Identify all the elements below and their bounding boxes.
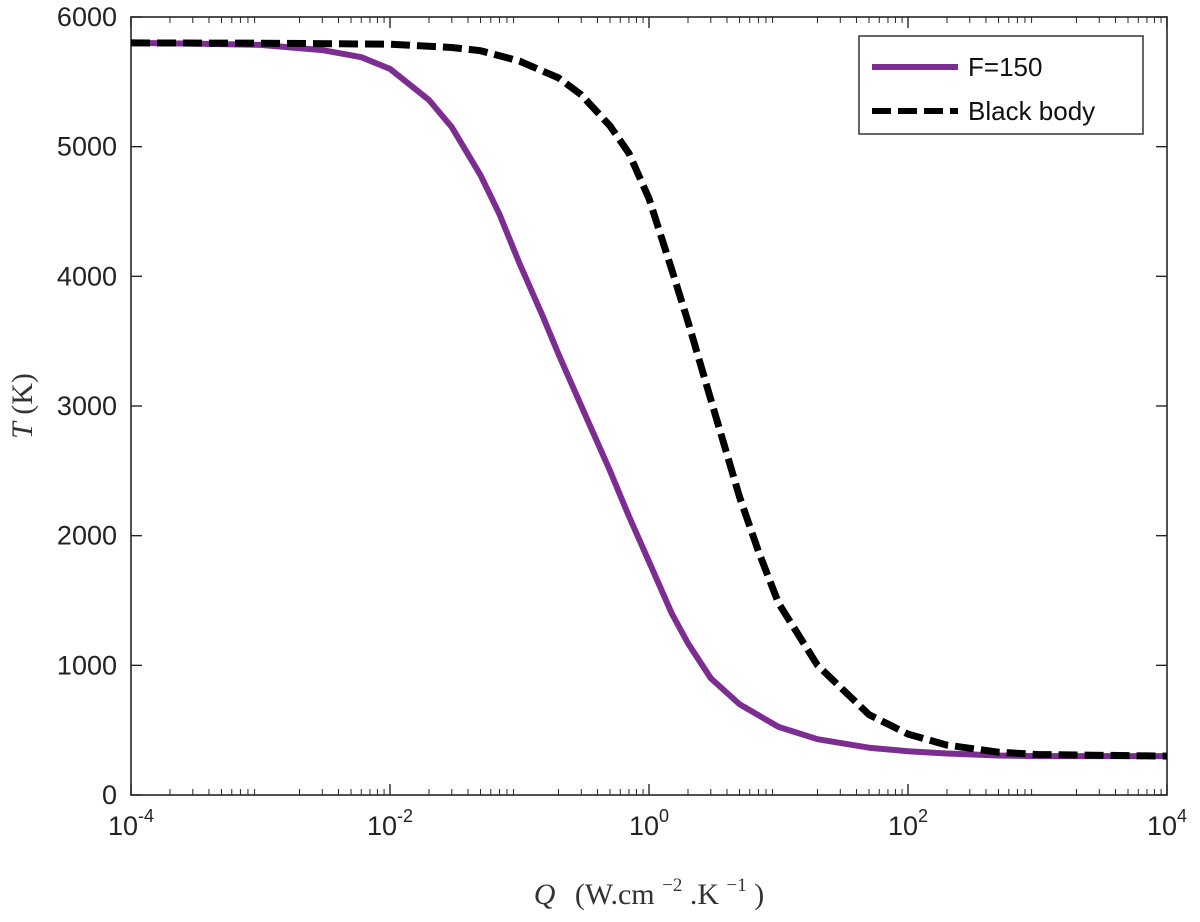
x-tick-base: 10 — [108, 811, 138, 841]
x-axis-label: Q (W.cm −2 .K −1 ) — [534, 865, 764, 911]
x-tick-label: 10-2 — [367, 806, 413, 841]
x-tick-label: 100 — [629, 806, 669, 841]
x-tick-exponent: 0 — [659, 806, 669, 826]
x-tick-base: 10 — [1147, 811, 1177, 841]
y-tick-label: 1000 — [57, 650, 117, 680]
legend-label-f150: F=150 — [968, 52, 1042, 82]
x-axis-units-prefix: (W.cm — [575, 878, 655, 911]
legend-box — [858, 35, 1144, 135]
x-tick-label: 102 — [888, 806, 928, 841]
x-tick-exponent: -2 — [397, 806, 413, 826]
x-axis-units-middle: .K — [690, 878, 720, 911]
plot-frame — [130, 16, 1168, 796]
x-tick-exponent: 2 — [918, 806, 928, 826]
x-tick-base: 10 — [629, 811, 659, 841]
x-tick-label: 10-4 — [108, 806, 154, 841]
y-tick-label: 0 — [102, 780, 117, 810]
x-axis-units-exp1: −2 — [662, 875, 682, 896]
y-tick-label: 5000 — [57, 132, 117, 162]
series-line-f150 — [130, 39, 1167, 760]
y-axis-units: (K) — [6, 373, 39, 415]
x-axis-symbol: Q — [534, 878, 556, 911]
x-tick-exponent: -4 — [138, 806, 154, 826]
y-tick-label: 2000 — [57, 521, 117, 551]
legend: F=150 Black body — [858, 35, 1144, 135]
axis-ticks: 10-4 10-2 100 102 10401000200030004000500060… — [57, 2, 1187, 841]
series-line-black-body — [130, 39, 1168, 760]
x-axis-units-exp2: −1 — [727, 875, 747, 896]
y-tick-label: 6000 — [57, 2, 117, 32]
x-tick-base: 10 — [888, 811, 918, 841]
legend-label-black-body: Black body — [968, 96, 1095, 126]
x-tick-label: 104 — [1147, 806, 1187, 841]
y-tick-label: 3000 — [57, 391, 117, 421]
series-layer — [130, 39, 1168, 760]
y-axis-label: T (K) — [6, 373, 39, 439]
x-axis-units-suffix: ) — [754, 878, 764, 911]
x-tick-base: 10 — [367, 811, 397, 841]
y-axis-symbol: T — [6, 420, 39, 439]
y-tick-label: 4000 — [57, 261, 117, 291]
x-tick-exponent: 4 — [1177, 806, 1187, 826]
plot-area — [130, 16, 1168, 796]
